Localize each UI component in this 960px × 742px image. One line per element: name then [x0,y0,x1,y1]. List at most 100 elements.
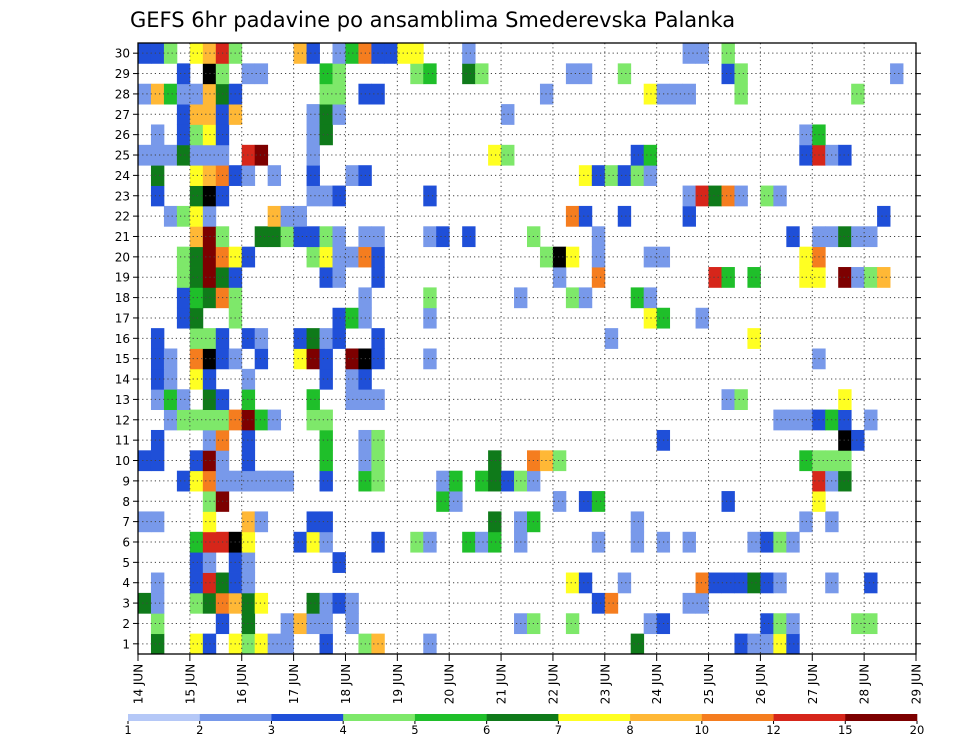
heatmap-cell [539,246,554,268]
heatmap-cell [319,226,333,248]
heatmap-cell [293,531,307,553]
heatmap-cell [617,165,632,186]
heatmap-cell [565,287,580,309]
heatmap-cell [319,511,333,533]
heatmap-cell [306,144,320,166]
heatmap-cell [695,185,709,207]
heatmap-cell [163,389,178,410]
heatmap-cell [319,531,333,553]
heatmap-cell [760,185,774,207]
heatmap-cell [150,165,165,186]
y-tick-label: 30 [115,47,130,61]
colorbar-label: 5 [411,723,418,737]
colorbar-label: 6 [483,723,490,737]
colorbar-swatch [558,714,631,721]
heatmap-cell [838,144,852,166]
x-tick-label: 15 JUN [183,664,197,704]
heatmap-cell [306,165,320,186]
heatmap-cell [138,83,152,105]
heatmap-cell [773,409,787,431]
heatmap-cell [721,491,735,512]
heatmap-cell [319,613,333,635]
chart-title: GEFS 6hr padavine po ansamblima Smederev… [130,8,735,32]
colorbar-swatch [630,714,703,721]
heatmap-cell [734,63,748,85]
heatmap-cell [163,144,178,166]
y-tick-label: 23 [115,189,130,203]
heatmap-cell [306,104,320,125]
heatmap-cell [565,63,580,85]
heatmap-cell [423,63,437,85]
heatmap-cell [747,572,761,594]
heatmap-cell [345,613,359,635]
heatmap-cell [851,83,865,105]
heatmap-cell [838,409,852,431]
heatmap-cell [708,267,722,288]
colorbar-swatch [271,714,344,721]
heatmap-cell [267,633,282,655]
heatmap-cell [150,328,165,349]
y-tick-label: 8 [122,495,130,509]
x-tick-label: 29 JUN [910,664,924,704]
y-tick-label: 5 [122,556,130,570]
heatmap-cell [591,165,606,186]
heatmap-cell [241,328,256,349]
colorbar-label: 15 [838,723,853,737]
heatmap-cell [241,450,256,472]
x-tick-label: 25 JUN [702,664,716,704]
heatmap-cell [591,246,606,268]
heatmap-cell [319,124,333,146]
heatmap-cell [189,307,204,329]
grid-lines [138,43,916,654]
heatmap-cell [630,531,645,553]
heatmap-cell [176,124,191,146]
heatmap-cell [176,246,191,268]
heatmap-cell [462,531,476,553]
y-tick-label: 11 [115,434,130,448]
heatmap-cell [280,633,294,655]
heatmap-cell [786,531,800,553]
heatmap-cell [410,531,424,553]
heatmap-cell [254,226,269,248]
heatmap-cell [293,348,307,370]
x-tick-label: 21 JUN [495,664,509,704]
heatmap-cell [150,511,165,533]
heatmap-cell [591,226,606,248]
heatmap-cell [760,613,774,635]
heatmap-cell [565,205,580,227]
heatmap-cell [254,592,269,614]
heatmap-cell [721,43,735,64]
heatmap-cell [423,348,437,370]
heatmap-cell [319,409,333,431]
heatmap-cell [254,348,269,370]
heatmap-cell [695,592,709,614]
heatmap-cell [890,63,904,85]
heatmap-cell [176,144,191,166]
heatmap-cell [734,185,748,207]
heatmap-cell [436,226,450,248]
heatmap-cell [734,633,748,655]
heatmap-cell [449,491,463,512]
colorbar-swatch [343,714,416,721]
colorbar-label: 4 [340,723,347,737]
y-tick-label: 4 [122,576,130,590]
heatmap-cell [150,368,165,390]
heatmap-cell [306,246,320,268]
heatmap-cell [838,429,852,451]
plot-frame [137,42,917,655]
heatmap-cell [786,226,800,248]
colorbar-label: 3 [268,723,275,737]
heatmap-cell [345,43,359,64]
heatmap-cell [864,572,878,594]
y-tick-label: 12 [115,413,130,427]
heatmap-cell [578,287,593,309]
heatmap-cell [578,572,593,594]
y-tick-label: 15 [115,352,130,366]
heatmap-cell [176,287,191,309]
heatmap-cell [189,124,204,146]
x-tick-label: 16 JUN [235,664,249,704]
heatmap-cell [267,470,282,492]
y-tick-label: 3 [122,597,130,611]
heatmap-cell [345,246,359,268]
